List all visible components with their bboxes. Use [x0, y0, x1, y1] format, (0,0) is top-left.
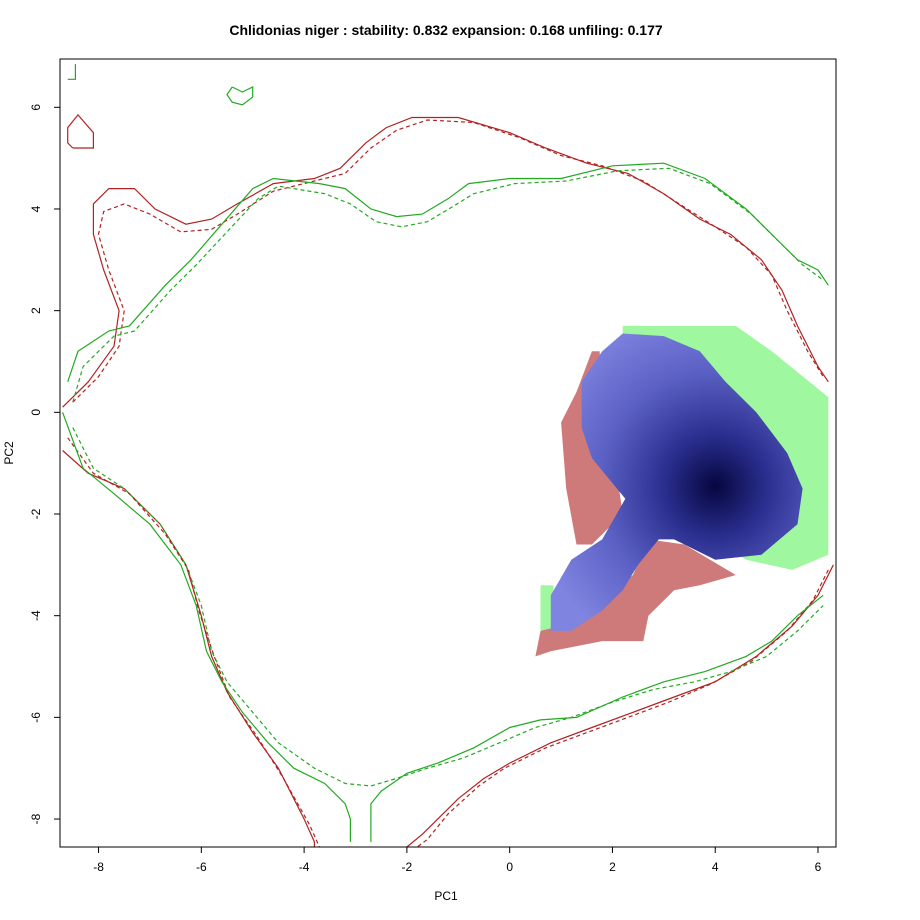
- x-tick-label: -4: [299, 860, 310, 874]
- y-tick-label: 2: [29, 307, 43, 314]
- y-tick-label: 4: [29, 205, 43, 212]
- native-contour-top-dashed: [72, 119, 824, 403]
- x-axis: -8 -6 -4 -2 0 2 4 6: [93, 847, 822, 874]
- chart-title: Chlidonias niger : stability: 0.832 expa…: [229, 22, 663, 38]
- invaded-contour-blob: [226, 86, 254, 106]
- plot-area: [62, 64, 834, 847]
- stability-region: [550, 333, 803, 631]
- native-contour-blob: [67, 113, 95, 149]
- y-tick-label: -8: [29, 813, 43, 824]
- expansion-region-lower: [540, 585, 554, 631]
- x-tick-label: -2: [402, 860, 413, 874]
- native-contour: [62, 450, 315, 847]
- invaded-contour-corner: [67, 64, 77, 80]
- invaded-contour-bottom: [370, 594, 824, 842]
- y-tick-label: 6: [29, 104, 43, 111]
- native-contour-dashed: [67, 437, 321, 847]
- x-tick-label: 0: [506, 860, 513, 874]
- y-tick-label: -6: [29, 712, 43, 723]
- invaded-contour: [67, 162, 829, 382]
- x-tick-label: 6: [815, 860, 822, 874]
- y-tick-label: -4: [29, 610, 43, 621]
- y-tick-label: -2: [29, 508, 43, 519]
- y-tick-label: 0: [29, 409, 43, 416]
- native-contour-lower-right-dashed: [416, 569, 829, 847]
- x-tick-label: 4: [712, 860, 719, 874]
- x-tick-label: 2: [609, 860, 616, 874]
- invaded-contour-dashed: [72, 167, 824, 403]
- x-axis-label: PC1: [434, 889, 458, 903]
- unfilling-region-lower: [535, 539, 736, 657]
- x-tick-label: -8: [93, 860, 104, 874]
- native-contour-top: [62, 116, 829, 408]
- plot-frame: [59, 58, 837, 848]
- x-tick-label: -6: [196, 860, 207, 874]
- y-axis-label: PC2: [2, 441, 16, 465]
- invaded-contour-left: [62, 412, 351, 842]
- y-axis: -8 -6 -4 -2 0 2 4 6: [29, 104, 60, 824]
- native-contour-lower-right: [406, 564, 834, 847]
